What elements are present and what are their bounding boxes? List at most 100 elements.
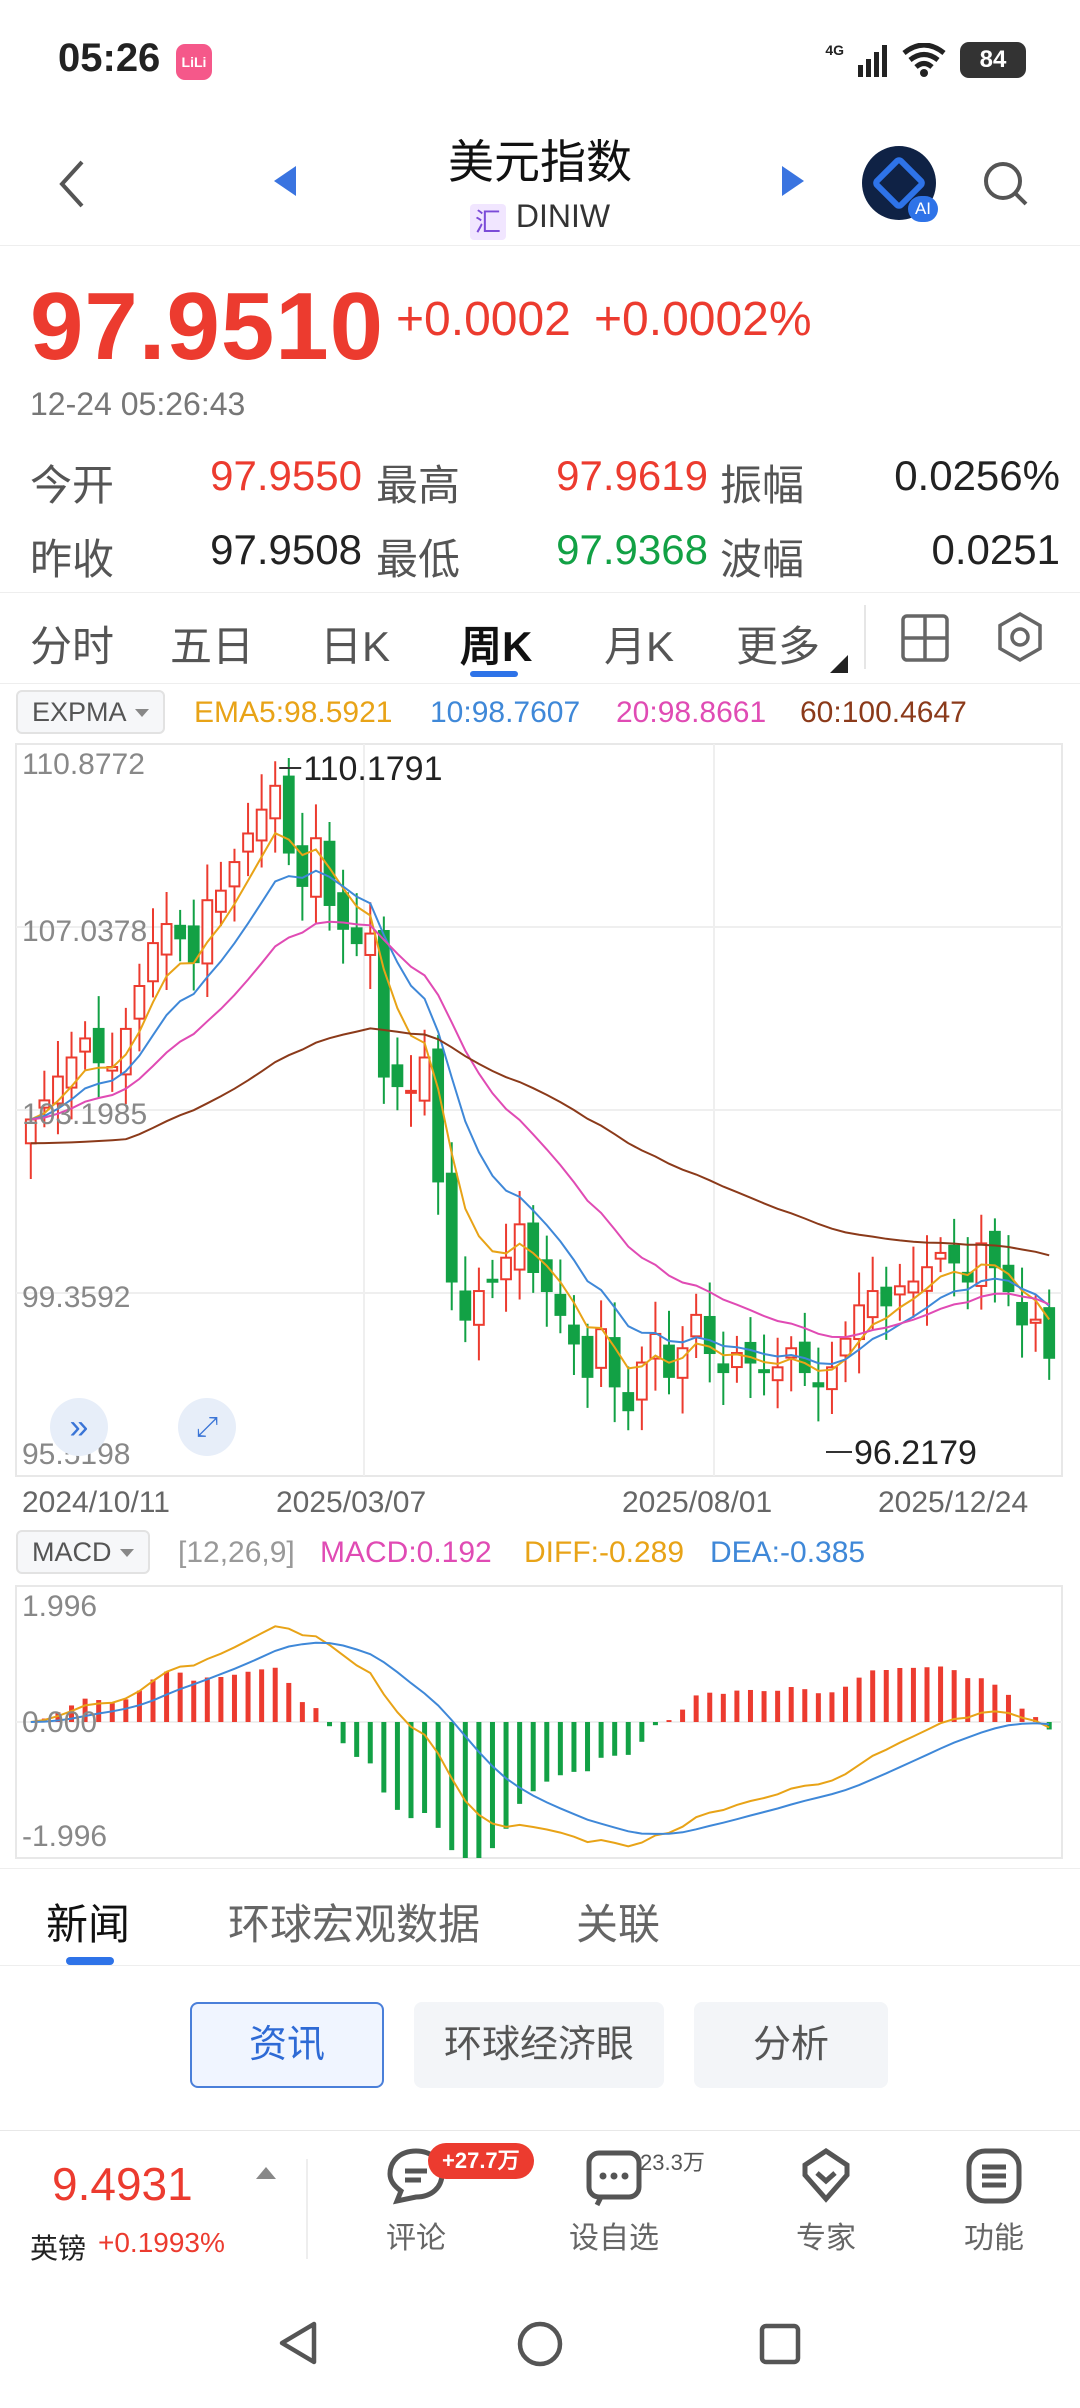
candle <box>676 1347 689 1379</box>
macd-y-tick: -1.996 <box>22 1820 107 1853</box>
legend-macd: MACD:0.192 <box>320 1536 492 1569</box>
macd-params: [12,26,9] <box>178 1536 295 1569</box>
quote-stats: 今开 97.9550 最高 97.9619 振幅 0.0256% 昨收 97.9… <box>30 452 1060 600</box>
candle <box>839 1337 852 1357</box>
range-value: 0.0251 <box>931 526 1060 573</box>
pill-global-economy[interactable]: 环球经济眼 <box>414 2002 664 2088</box>
indicator-selector[interactable]: EXPMA <box>16 690 165 734</box>
candle <box>690 1313 703 1338</box>
legend-diff: DIFF:-0.289 <box>524 1536 685 1569</box>
status-bar: 05:26 LiLi 4G 84 <box>0 0 1080 120</box>
watchlist-icon <box>586 2150 642 2207</box>
page-header: 美元指数 汇 DINIW AI <box>0 120 1080 246</box>
nav-recents-icon[interactable] <box>758 2322 802 2366</box>
pill-analysis[interactable]: 分析 <box>694 2002 888 2088</box>
functions-button[interactable]: 功能 <box>934 2145 1054 2257</box>
candle <box>866 1290 879 1319</box>
tab-monthly-k[interactable]: 月K <box>604 623 675 670</box>
candle <box>119 1027 132 1076</box>
candle <box>731 1352 743 1369</box>
tab-daily-k[interactable]: 日K <box>320 623 391 670</box>
add-watchlist-button[interactable]: 设自选 23.3万 <box>554 2145 705 2257</box>
app-notification-icon: LiLi <box>176 44 212 80</box>
amplitude-label: 振幅 <box>720 462 805 509</box>
nav-back-icon[interactable] <box>276 2320 320 2366</box>
candle <box>880 1286 893 1307</box>
settings-icon[interactable] <box>994 611 1046 663</box>
dea-line <box>30 1641 1050 1835</box>
search-icon[interactable] <box>982 160 1030 208</box>
diff-line <box>30 1625 1050 1848</box>
high-marker-label: 110.1791 <box>303 750 442 788</box>
candle <box>595 1328 607 1369</box>
comment-count-badge: +27.7万 <box>428 2143 534 2179</box>
tab-weekly-k[interactable]: 周K <box>460 623 533 670</box>
ema20-line <box>30 920 1050 1339</box>
expand-sidebar-icon[interactable]: » <box>50 1398 108 1456</box>
candle <box>527 1222 540 1273</box>
candle <box>296 845 309 887</box>
news-tabs: 新闻 环球宏观数据 关联 <box>0 1868 1080 1966</box>
tab-five-day[interactable]: 五日 <box>170 623 255 670</box>
legend-ema20: 20:98.8661 <box>616 696 767 729</box>
news-filter-pills: 资讯 环球经济眼 分析 <box>0 2002 1080 2092</box>
candle <box>337 892 349 930</box>
tabs-divider <box>864 605 866 669</box>
candle <box>961 1271 974 1283</box>
related-name: 英镑 <box>30 2233 87 2264</box>
candle <box>391 1064 404 1088</box>
tab-news[interactable]: 新闻 <box>46 1901 131 1948</box>
candle <box>989 1230 1001 1269</box>
previous-symbol-icon[interactable] <box>272 164 298 198</box>
tab-macro-data[interactable]: 环球宏观数据 <box>228 1901 481 1948</box>
candle <box>228 861 241 888</box>
macd-y-tick: 1.996 <box>22 1590 97 1623</box>
tab-related[interactable]: 关联 <box>576 1901 661 1948</box>
candle <box>282 775 295 854</box>
ema10-line <box>30 869 1050 1366</box>
legend-ema60: 60:100.4647 <box>800 696 967 729</box>
pill-info[interactable]: 资讯 <box>190 2002 384 2088</box>
next-symbol-icon[interactable] <box>780 164 806 198</box>
amplitude-value: 0.0256% <box>894 452 1060 499</box>
price-chart[interactable]: 110.8772107.0378103.198599.359295.519820… <box>0 684 1080 1868</box>
candle <box>310 837 322 898</box>
prev-close-value: 97.9508 <box>210 526 362 573</box>
stats-row: 今开 97.9550 最高 97.9619 振幅 0.0256% <box>30 452 1060 526</box>
candle <box>92 1027 105 1064</box>
legend-ema10: 10:98.7607 <box>430 696 581 729</box>
back-arrow-icon[interactable] <box>52 154 92 214</box>
ai-assistant-icon[interactable]: AI <box>862 146 938 222</box>
candle <box>758 1369 770 1374</box>
nav-home-icon[interactable] <box>516 2320 564 2368</box>
menu-icon <box>966 2148 1022 2204</box>
macd-selector[interactable]: MACD <box>16 1530 150 1574</box>
legend-ema5: EMA5:98.5921 <box>194 696 393 729</box>
system-nav-bar <box>0 2280 1080 2408</box>
tab-intraday[interactable]: 分时 <box>30 623 115 670</box>
candle <box>269 784 282 820</box>
candle <box>826 1366 838 1391</box>
ema60-line <box>30 1027 1050 1257</box>
y-tick-label: 99.3592 <box>22 1281 130 1314</box>
candle <box>473 1290 485 1326</box>
comment-button[interactable]: 评论 +27.7万 <box>356 2143 534 2257</box>
candle <box>1016 1301 1028 1326</box>
layout-grid-icon[interactable] <box>900 613 950 663</box>
watchlist-label: 设自选 <box>569 2222 659 2255</box>
macd-name: MACD <box>32 1537 112 1567</box>
candle <box>1043 1307 1056 1359</box>
last-price: 97.9510 <box>30 273 385 380</box>
fullscreen-icon[interactable]: ⤢ <box>178 1398 236 1456</box>
candle <box>921 1266 933 1292</box>
candle <box>38 1099 51 1109</box>
price-change: +0.0002 <box>396 293 571 346</box>
candle <box>500 1256 512 1281</box>
candle <box>160 923 173 956</box>
expert-button[interactable]: 专家 <box>766 2145 886 2257</box>
watchlist-count: 23.3万 <box>640 2150 705 2175</box>
high-value: 97.9619 <box>556 452 708 499</box>
tab-more[interactable]: 更多 <box>736 623 821 670</box>
candle <box>350 927 363 945</box>
candle <box>893 1285 906 1296</box>
